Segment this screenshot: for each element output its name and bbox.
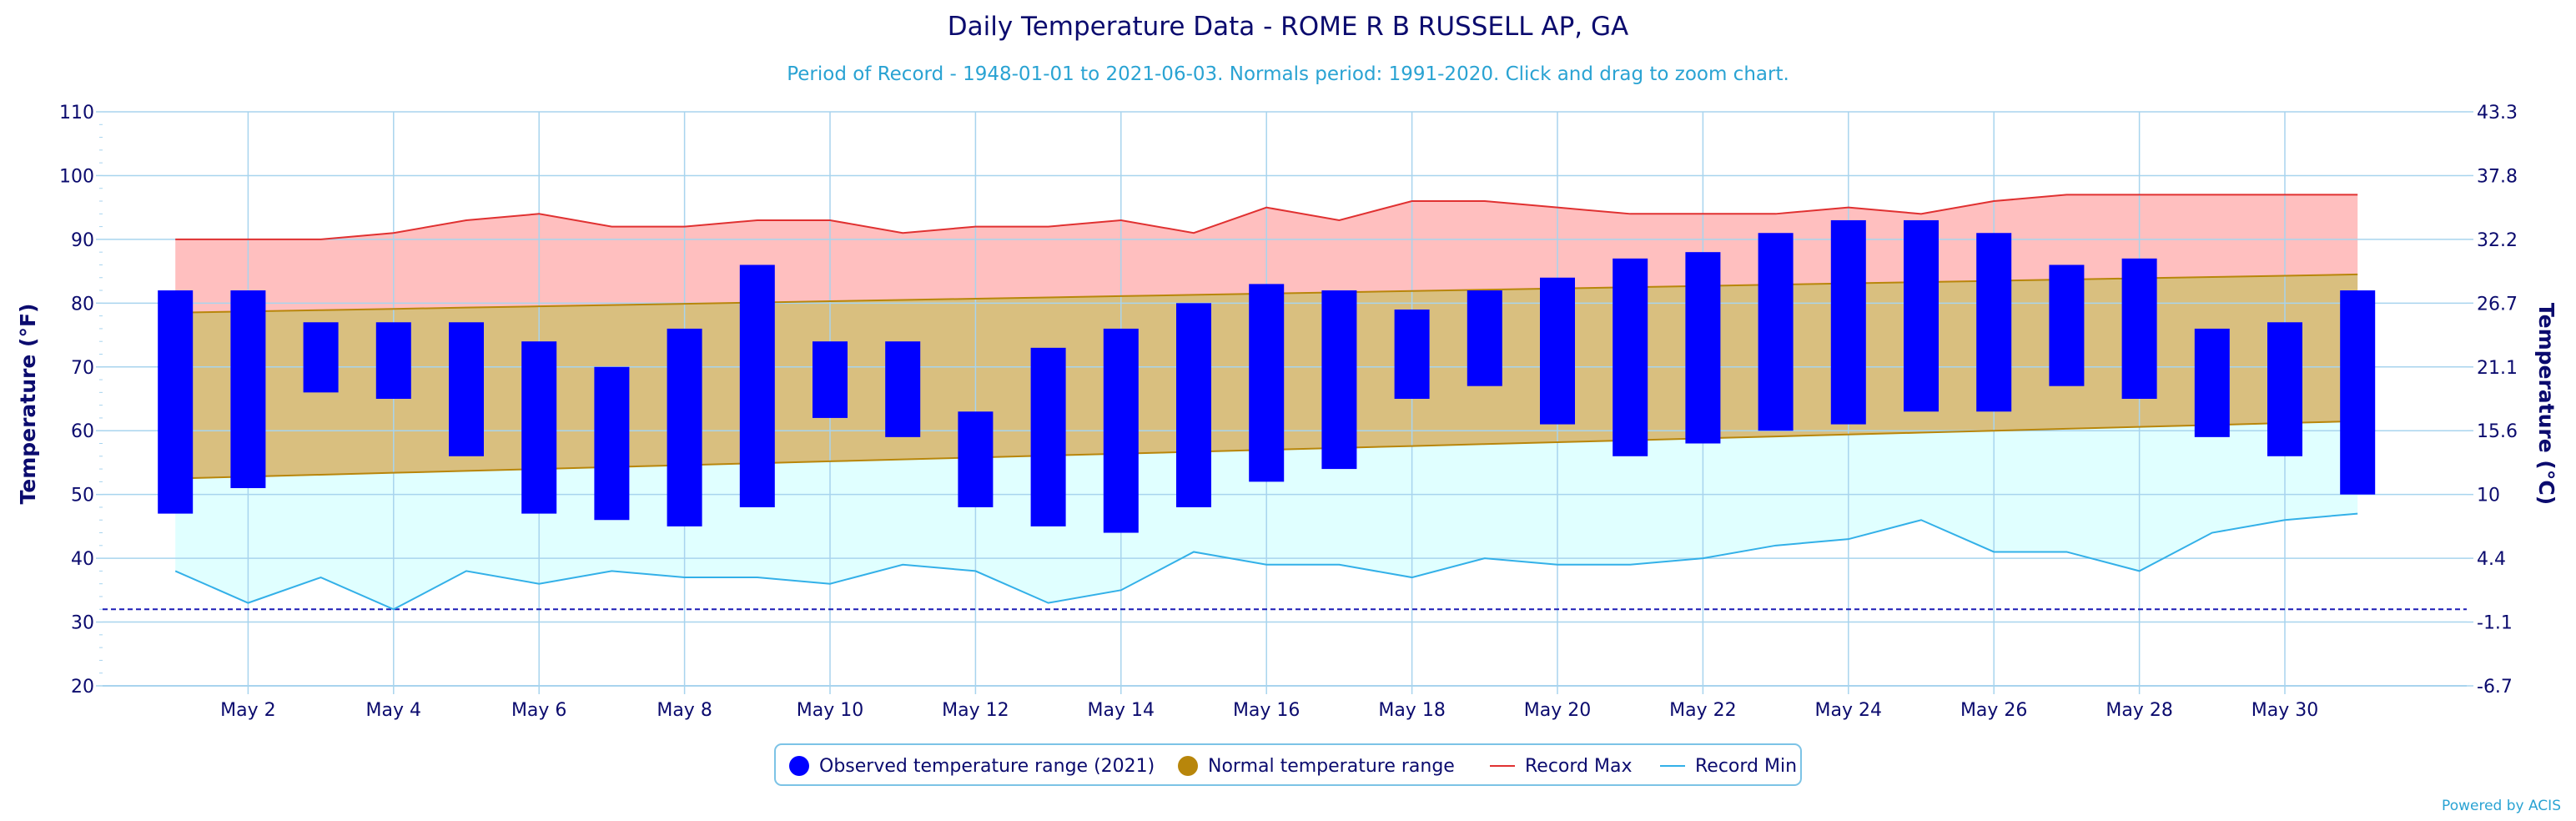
y-tick-label-right: 4.4 xyxy=(2477,549,2506,570)
legend-item[interactable]: Record Min xyxy=(1660,755,1797,777)
x-tick-label: May 16 xyxy=(1233,700,1300,721)
observed-range-bar[interactable] xyxy=(1976,233,2012,412)
x-tick-label: May 22 xyxy=(1669,700,1736,721)
observed-range-bar[interactable] xyxy=(521,341,557,514)
legend-dot-icon xyxy=(789,756,809,776)
observed-range-bar[interactable] xyxy=(449,322,484,456)
observed-range-bar[interactable] xyxy=(1830,219,1866,425)
record-max-line xyxy=(175,194,2358,240)
observed-range-bar[interactable] xyxy=(2340,290,2376,495)
x-tick-label: May 30 xyxy=(2251,700,2318,721)
y-axis-label-right: Temperature (°C) xyxy=(2534,303,2558,505)
legend-item[interactable]: Record Max xyxy=(1490,755,1633,777)
y-axis-label-left: Temperature (°F) xyxy=(16,304,40,505)
y-tick-label-right: 37.8 xyxy=(2477,166,2518,187)
observed-range-bar[interactable] xyxy=(1613,258,1648,456)
x-tick-label: May 24 xyxy=(1815,700,1882,721)
record-min-line xyxy=(174,512,2358,611)
observed-range-bar[interactable] xyxy=(594,366,630,521)
chart-title: Daily Temperature Data - ROME R B RUSSEL… xyxy=(947,12,1629,42)
x-tick-label: May 4 xyxy=(366,700,421,721)
y-tick-label: 100 xyxy=(59,166,94,187)
x-tick-label: May 18 xyxy=(1378,700,1445,721)
observed-range-bar[interactable] xyxy=(1249,284,1285,482)
y-tick-label: 20 xyxy=(71,677,94,698)
observed-range-bar[interactable] xyxy=(1394,309,1430,399)
observed-range-bar[interactable] xyxy=(1321,290,1357,470)
observed-range-bar[interactable] xyxy=(1685,252,1721,444)
y-tick-label-right: -1.1 xyxy=(2477,613,2513,634)
legend-line-icon xyxy=(1660,765,1685,767)
observed-range-bar[interactable] xyxy=(958,411,994,507)
legend-item[interactable]: Normal temperature range xyxy=(1178,755,1455,777)
y-tick-label: 50 xyxy=(71,486,94,506)
observed-range-bar[interactable] xyxy=(1467,290,1502,386)
observed-range-bar[interactable] xyxy=(1758,233,1794,431)
x-tick-label: May 10 xyxy=(797,700,863,721)
legend-label: Normal temperature range xyxy=(1208,755,1455,777)
observed-range-bar[interactable] xyxy=(158,290,194,514)
x-tick-label: May 28 xyxy=(2106,700,2172,721)
observed-range-bar[interactable] xyxy=(230,290,266,489)
x-tick-label: May 2 xyxy=(220,700,275,721)
legend-line-icon xyxy=(1490,765,1515,767)
observed-range-bar[interactable] xyxy=(2194,328,2230,437)
y-tick-label-right: 10 xyxy=(2477,486,2500,506)
y-tick-label-right: 26.7 xyxy=(2477,294,2518,315)
x-tick-label: May 12 xyxy=(942,700,1009,721)
legend-item[interactable]: Observed temperature range (2021) xyxy=(789,755,1155,777)
chart-subtitle: Period of Record - 1948-01-01 to 2021-06… xyxy=(787,63,1789,85)
observed-range-bar[interactable] xyxy=(1904,219,1939,412)
y-tick-label-right: -6.7 xyxy=(2477,677,2513,698)
observed-range-bar[interactable] xyxy=(667,328,702,526)
observed-range-bar[interactable] xyxy=(375,322,411,399)
y-tick-label-right: 15.6 xyxy=(2477,421,2518,442)
observed-range-bar[interactable] xyxy=(739,264,775,507)
observed-range-bar[interactable] xyxy=(303,322,339,393)
x-tick-label: May 26 xyxy=(1960,700,2027,721)
y-tick-label-right: 21.1 xyxy=(2477,358,2518,379)
x-tick-label: May 14 xyxy=(1088,700,1155,721)
y-tick-label: 40 xyxy=(71,549,94,570)
legend-label: Record Max xyxy=(1525,755,1633,777)
observed-range-bar[interactable] xyxy=(1103,328,1139,533)
legend-label: Observed temperature range (2021) xyxy=(819,755,1155,777)
y-tick-label: 110 xyxy=(59,103,94,123)
credit-link[interactable]: Powered by ACIS xyxy=(2442,798,2561,814)
x-tick-label: May 20 xyxy=(1524,700,1591,721)
observed-range-bar[interactable] xyxy=(2121,258,2157,399)
y-tick-label: 70 xyxy=(71,358,94,379)
observed-range-bar[interactable] xyxy=(1030,347,1066,526)
observed-range-bar[interactable] xyxy=(813,341,848,418)
y-tick-label: 80 xyxy=(71,294,94,315)
observed-range-bar[interactable] xyxy=(2049,264,2085,386)
y-tick-label: 30 xyxy=(71,613,94,634)
x-tick-label: May 8 xyxy=(657,700,712,721)
observed-range-bar[interactable] xyxy=(1176,303,1211,507)
y-tick-label-right: 43.3 xyxy=(2477,103,2518,123)
legend-label: Record Min xyxy=(1695,755,1798,777)
observed-range-bar[interactable] xyxy=(2267,322,2302,456)
y-tick-label: 60 xyxy=(71,421,94,442)
chart-legend: Observed temperature range (2021) Normal … xyxy=(774,743,1802,786)
legend-dot-icon xyxy=(1178,756,1198,776)
y-tick-label: 90 xyxy=(71,230,94,251)
observed-range-bar[interactable] xyxy=(885,341,921,437)
observed-range-bar[interactable] xyxy=(1540,277,1575,425)
y-tick-label-right: 32.2 xyxy=(2477,230,2518,251)
x-tick-label: May 6 xyxy=(511,700,566,721)
